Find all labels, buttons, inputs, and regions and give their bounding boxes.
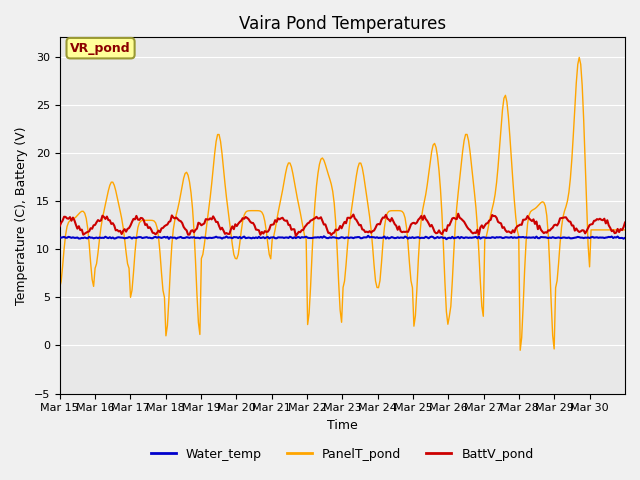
X-axis label: Time: Time: [327, 419, 358, 432]
Text: VR_pond: VR_pond: [70, 42, 131, 55]
Legend: Water_temp, PanelT_pond, BattV_pond: Water_temp, PanelT_pond, BattV_pond: [146, 443, 539, 466]
Y-axis label: Temperature (C), Battery (V): Temperature (C), Battery (V): [15, 126, 28, 305]
Title: Vaira Pond Temperatures: Vaira Pond Temperatures: [239, 15, 446, 33]
